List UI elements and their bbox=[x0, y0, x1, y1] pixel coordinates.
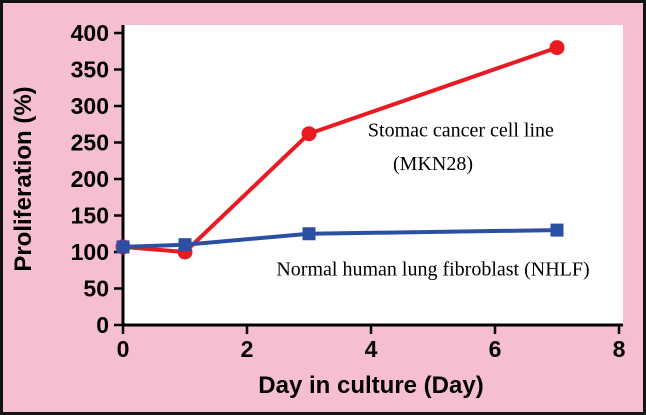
annotation-2: Normal human lung fibroblast (NHLF) bbox=[276, 258, 589, 280]
series-1-marker bbox=[302, 227, 316, 241]
x-tick-label: 8 bbox=[613, 336, 626, 362]
x-axis-title: Day in culture (Day) bbox=[258, 372, 483, 399]
x-tick-label: 6 bbox=[489, 336, 502, 362]
x-tick-label: 4 bbox=[365, 336, 378, 362]
y-tick-label: 50 bbox=[83, 276, 109, 302]
series-0-marker bbox=[549, 40, 565, 56]
series-line-0 bbox=[122, 45, 558, 254]
series-1-marker bbox=[550, 223, 564, 237]
y-tick-label: 300 bbox=[71, 93, 109, 119]
annotation-1: (MKN28) bbox=[393, 153, 473, 175]
y-axis-title: Proliferation (%) bbox=[10, 86, 37, 271]
series-1-marker bbox=[116, 240, 130, 254]
y-tick-label: 150 bbox=[71, 203, 109, 229]
y-tick-label: 0 bbox=[96, 312, 109, 338]
y-tick-label: 200 bbox=[71, 166, 109, 192]
series-line-1 bbox=[122, 228, 558, 249]
plot-area bbox=[123, 25, 623, 325]
annotation-0: Stomac cancer cell line bbox=[368, 120, 554, 142]
y-tick-label: 100 bbox=[71, 239, 109, 265]
y-tick-label: 400 bbox=[71, 20, 109, 46]
series-1-marker bbox=[178, 238, 192, 252]
proliferation-chart: 0 50 100 150 200 250 300 350 400 0 2 4 6 8 Stomac canc… bbox=[10, 20, 626, 399]
series-0-marker bbox=[301, 126, 317, 142]
y-tick-label: 250 bbox=[71, 130, 109, 156]
x-tick-label: 2 bbox=[241, 336, 254, 362]
y-tick-label: 350 bbox=[71, 57, 109, 83]
x-tick-label: 0 bbox=[117, 336, 130, 362]
